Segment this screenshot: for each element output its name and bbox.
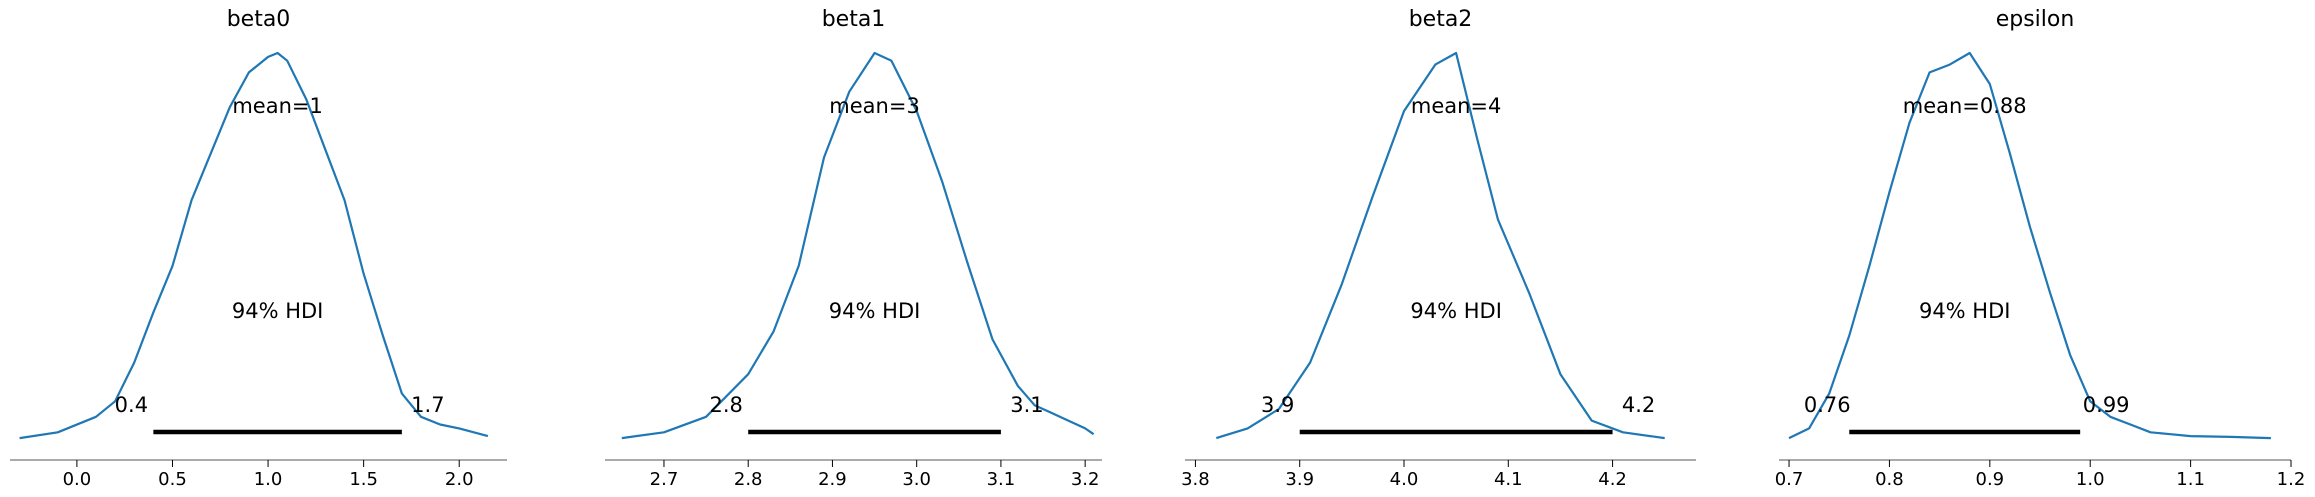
hdi-lower-label: 2.8 bbox=[710, 393, 743, 417]
x-tick-label: 3.0 bbox=[902, 469, 931, 490]
hdi-label: 94% HDI bbox=[1919, 299, 2011, 323]
x-tick-label: 4.2 bbox=[1598, 469, 1627, 490]
mean-label: mean=4 bbox=[1411, 94, 1502, 118]
x-tick-label: 1.0 bbox=[254, 469, 283, 490]
hdi-upper-label: 0.99 bbox=[2083, 393, 2130, 417]
x-tick-label: 3.8 bbox=[1181, 469, 1210, 490]
x-tick-label: 2.8 bbox=[734, 469, 763, 490]
x-tick-label: 4.1 bbox=[1494, 469, 1523, 490]
hdi-upper-label: 3.1 bbox=[1010, 393, 1043, 417]
x-tick-label: 2.9 bbox=[818, 469, 847, 490]
panel-title: beta2 bbox=[1409, 7, 1473, 32]
x-tick-label: 4.0 bbox=[1390, 469, 1419, 490]
kde-line bbox=[1215, 51, 1665, 440]
x-tick-label: 3.9 bbox=[1285, 469, 1314, 490]
hdi-label: 94% HDI bbox=[1410, 299, 1502, 323]
x-tick-label: 1.0 bbox=[2076, 469, 2105, 490]
panel-title: beta1 bbox=[822, 7, 886, 32]
hdi-label: 94% HDI bbox=[232, 299, 324, 323]
x-tick-label: 0.5 bbox=[158, 469, 187, 490]
x-tick-label: 0.8 bbox=[1875, 469, 1904, 490]
x-tick-label: 1.5 bbox=[349, 469, 378, 490]
kde-line bbox=[19, 51, 489, 440]
x-tick-label: 1.2 bbox=[2277, 469, 2306, 490]
x-tick-label: 1.1 bbox=[2176, 469, 2205, 490]
x-tick-label: 3.1 bbox=[987, 469, 1016, 490]
panel-beta1: beta1 mean=3 94% HDI 2.8 3.1 2.7 2.8 2.9 3.0 3.1 3… bbox=[605, 7, 1102, 490]
mean-label: mean=1 bbox=[232, 94, 323, 118]
panel-beta0: beta0 mean=1 94% HDI 0.4 1.7 0.0 0.5 1.0 1.5 2.0 bbox=[10, 7, 507, 490]
hdi-lower-label: 0.4 bbox=[115, 393, 148, 417]
hdi-lower-label: 0.76 bbox=[1804, 393, 1851, 417]
hdi-lower-label: 3.9 bbox=[1261, 393, 1294, 417]
kde-line bbox=[1788, 51, 2271, 440]
panel-epsilon: epsilon mean=0.88 94% HDI 0.76 0.99 0.7 0.8 0.9… bbox=[1775, 7, 2306, 490]
hdi-upper-label: 4.2 bbox=[1622, 393, 1655, 417]
x-tick-label: 2.7 bbox=[650, 469, 679, 490]
x-tick-label: 0.0 bbox=[63, 469, 92, 490]
mean-label: mean=3 bbox=[829, 94, 920, 118]
x-tick-label: 0.9 bbox=[1976, 469, 2005, 490]
hdi-upper-label: 1.7 bbox=[411, 393, 444, 417]
panel-title: beta0 bbox=[227, 7, 291, 32]
x-tick-label: 3.2 bbox=[1071, 469, 1100, 490]
panel-beta2: beta2 mean=4 94% HDI 3.9 4.2 3.8 3.9 4.0 4.1 4.2 bbox=[1181, 7, 1696, 490]
x-tick-label: 0.7 bbox=[1775, 469, 1804, 490]
mean-label: mean=0.88 bbox=[1903, 94, 2027, 118]
panel-title: epsilon bbox=[1996, 7, 2075, 32]
x-tick-label: 2.0 bbox=[445, 469, 474, 490]
kde-line bbox=[621, 51, 1095, 440]
hdi-label: 94% HDI bbox=[829, 299, 921, 323]
